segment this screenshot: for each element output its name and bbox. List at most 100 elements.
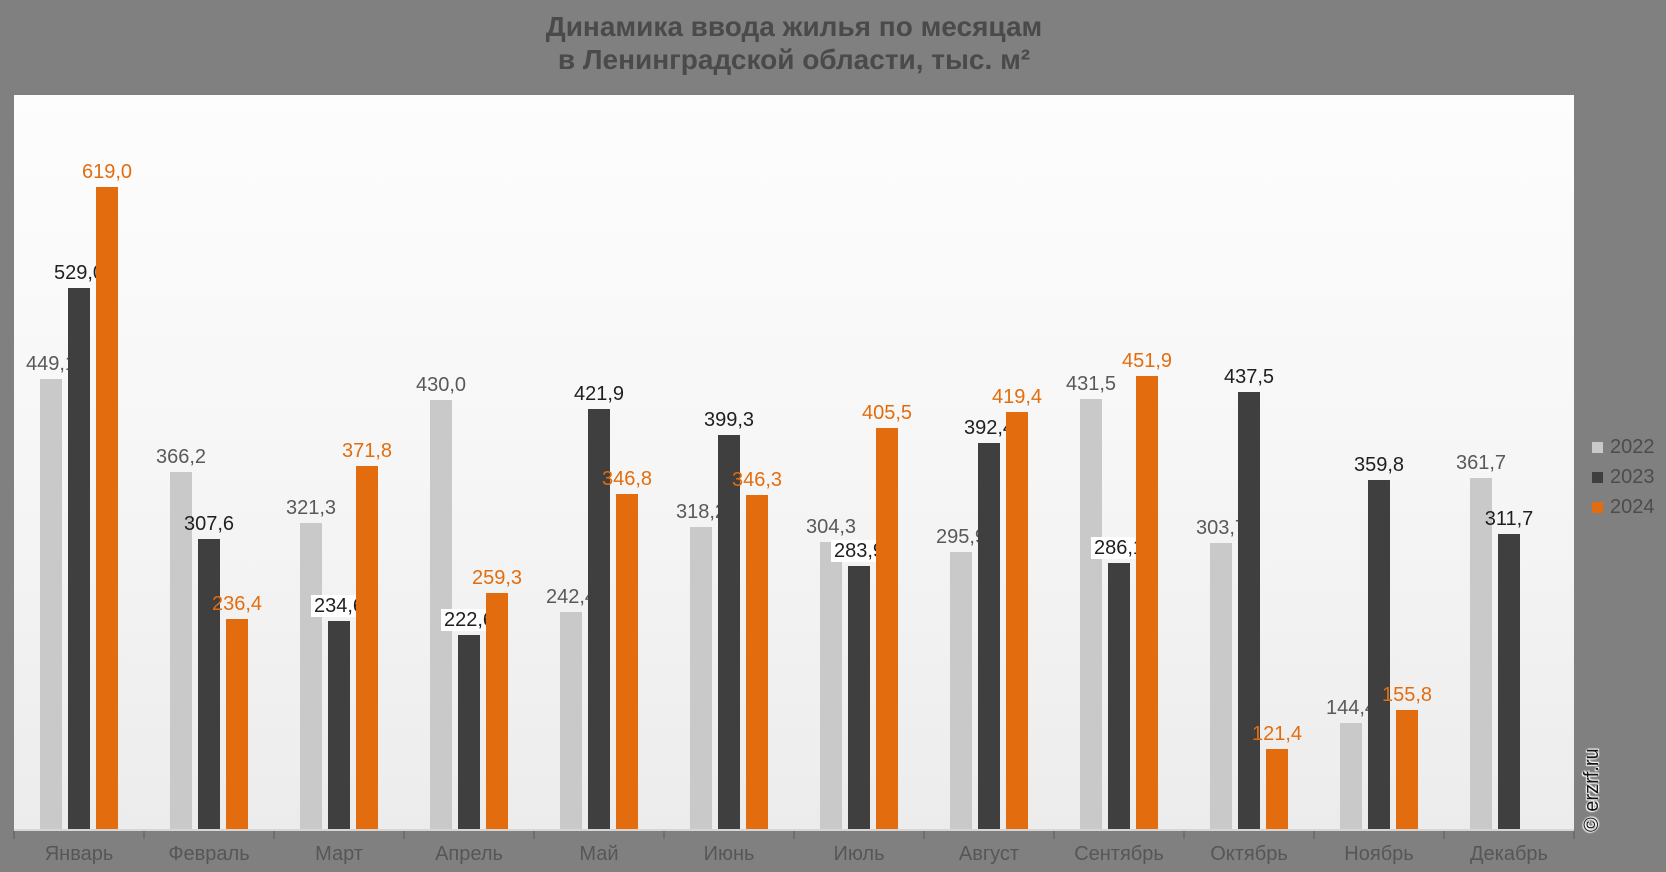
bar-2023-month-12 bbox=[1498, 534, 1520, 830]
bar-value-label-2023-month-3: 234,6 bbox=[310, 595, 368, 617]
bar-value-label-2024-month-10: 121,4 bbox=[1251, 723, 1303, 745]
bar-value-label-2022-month-12: 361,7 bbox=[1455, 452, 1507, 474]
bar-2024-month-7 bbox=[876, 428, 898, 830]
bar-2024-month-2 bbox=[226, 619, 248, 830]
x-axis-label-1: Январь bbox=[44, 843, 114, 865]
bar-value-label-2023-month-8: 392,4 bbox=[963, 417, 1015, 439]
bar-value-label-2022-month-8: 295,9 bbox=[935, 526, 987, 548]
bar-2023-month-6 bbox=[718, 435, 740, 830]
x-axis-tick-10 bbox=[1313, 831, 1315, 839]
x-axis-tick-1 bbox=[143, 831, 145, 839]
bar-value-label-2023-month-10: 437,5 bbox=[1223, 366, 1275, 388]
x-axis-tick-11 bbox=[1443, 831, 1445, 839]
bar-value-label-2024-month-3: 371,8 bbox=[341, 440, 393, 462]
bar-value-label-2024-month-4: 259,3 bbox=[471, 567, 523, 589]
bar-2023-month-10 bbox=[1238, 392, 1260, 830]
bar-value-label-2022-month-6: 318,2 bbox=[675, 501, 727, 523]
chart-title-line1: Динамика ввода жилья по месяцам bbox=[545, 11, 1043, 42]
x-axis-tick-12 bbox=[1573, 831, 1575, 839]
x-axis-tick-0 bbox=[13, 831, 15, 839]
bar-2023-month-1 bbox=[68, 288, 90, 830]
x-axis-tick-7 bbox=[923, 831, 925, 839]
bar-2023-month-3 bbox=[328, 621, 350, 830]
bar-2024-month-6 bbox=[746, 495, 768, 830]
bar-2023-month-5 bbox=[588, 409, 610, 830]
bar-value-label-2024-month-11: 155,8 bbox=[1381, 684, 1433, 706]
bar-2022-month-9 bbox=[1080, 399, 1102, 830]
bar-value-label-2022-month-4: 430,0 bbox=[415, 374, 467, 396]
bar-2024-month-3 bbox=[356, 466, 378, 830]
bar-value-label-2023-month-2: 307,6 bbox=[183, 513, 235, 535]
x-axis-label-3: Март bbox=[315, 843, 363, 865]
bar-value-label-2022-month-2: 366,2 bbox=[155, 446, 207, 468]
bar-value-label-2022-month-5: 242,4 bbox=[545, 586, 597, 608]
x-axis-tick-5 bbox=[663, 831, 665, 839]
bar-2024-month-11 bbox=[1396, 710, 1418, 830]
legend-swatch-icon bbox=[1592, 441, 1603, 453]
bar-2022-month-11 bbox=[1340, 723, 1362, 830]
bar-2024-month-5 bbox=[616, 494, 638, 830]
bar-value-label-2023-month-9: 286,1 bbox=[1090, 537, 1148, 559]
bar-2022-month-7 bbox=[820, 542, 842, 830]
plot-area: 449,1 529,0 619,0 366,2 307,6 236,4 321,3 234,6… bbox=[14, 95, 1574, 830]
bar-2024-month-1 bbox=[96, 187, 118, 830]
x-axis-label-7: Июль bbox=[833, 843, 885, 865]
bar-value-label-2024-month-7: 405,5 bbox=[861, 402, 913, 424]
x-axis-label-9: Сентябрь bbox=[1074, 843, 1164, 865]
legend-swatch-icon bbox=[1592, 501, 1603, 513]
bar-2024-month-4 bbox=[486, 593, 508, 830]
bar-2023-month-9 bbox=[1108, 563, 1130, 830]
legend-swatch-icon bbox=[1592, 471, 1603, 483]
bar-value-label-2022-month-7: 304,3 bbox=[805, 516, 857, 538]
bar-2023-month-11 bbox=[1368, 480, 1390, 830]
bar-value-label-2024-month-6: 346,3 bbox=[731, 469, 783, 491]
bar-value-label-2022-month-9: 431,5 bbox=[1065, 373, 1117, 395]
bar-value-label-2022-month-1: 449,1 bbox=[25, 353, 77, 375]
bar-value-label-2023-month-5: 421,9 bbox=[573, 383, 625, 405]
x-axis-tick-2 bbox=[273, 831, 275, 839]
legend-label: 2022 bbox=[1610, 435, 1655, 458]
bar-2022-month-12 bbox=[1470, 478, 1492, 830]
legend-item-2024: 2024 bbox=[1592, 492, 1655, 522]
bar-value-label-2024-month-5: 346,8 bbox=[601, 468, 653, 490]
legend-item-2022: 2022 bbox=[1592, 432, 1655, 462]
bar-value-label-2022-month-10: 303,7 bbox=[1195, 517, 1247, 539]
bar-2024-month-10 bbox=[1266, 749, 1288, 830]
x-axis-tick-6 bbox=[793, 831, 795, 839]
legend-item-2023: 2023 bbox=[1592, 462, 1655, 492]
bar-2022-month-2 bbox=[170, 472, 192, 830]
bar-2022-month-3 bbox=[300, 523, 322, 830]
bar-value-label-2024-month-1: 619,0 bbox=[81, 161, 133, 183]
bar-value-label-2022-month-11: 144,4 bbox=[1325, 697, 1377, 719]
bar-value-label-2023-month-11: 359,8 bbox=[1353, 454, 1405, 476]
x-axis-label-12: Декабрь bbox=[1470, 843, 1548, 865]
x-axis-label-8: Август bbox=[958, 843, 1020, 865]
x-axis-label-4: Апрель bbox=[435, 843, 503, 865]
bar-value-label-2024-month-9: 451,9 bbox=[1121, 350, 1173, 372]
bar-value-label-2022-month-3: 321,3 bbox=[285, 497, 337, 519]
legend-label: 2023 bbox=[1610, 465, 1655, 488]
bar-2023-month-2 bbox=[198, 539, 220, 830]
x-axis-label-6: Июнь bbox=[703, 843, 755, 865]
x-axis-tick-9 bbox=[1183, 831, 1185, 839]
legend-label: 2024 bbox=[1610, 495, 1655, 518]
chart-title: Динамика ввода жилья по месяцам в Ленинг… bbox=[14, 10, 1574, 76]
bar-2022-month-8 bbox=[950, 552, 972, 830]
bar-2024-month-8 bbox=[1006, 412, 1028, 830]
bar-2022-month-5 bbox=[560, 612, 582, 830]
bar-value-label-2024-month-8: 419,4 bbox=[991, 386, 1043, 408]
bar-2023-month-4 bbox=[458, 635, 480, 830]
x-axis-label-11: Ноябрь bbox=[1344, 843, 1414, 865]
bar-value-label-2024-month-2: 236,4 bbox=[211, 593, 263, 615]
bar-value-label-2023-month-1: 529,0 bbox=[53, 262, 105, 284]
bar-2023-month-7 bbox=[848, 566, 870, 830]
bar-2022-month-10 bbox=[1210, 543, 1232, 830]
x-axis-label-2: Февраль bbox=[168, 843, 250, 865]
bar-value-label-2023-month-12: 311,7 bbox=[1484, 508, 1534, 530]
x-axis-line bbox=[14, 829, 1574, 831]
bar-2022-month-6 bbox=[690, 527, 712, 830]
bar-2023-month-8 bbox=[978, 443, 1000, 830]
x-axis-tick-8 bbox=[1053, 831, 1055, 839]
chart-title-line2: в Ленинградской области, тыс. м² bbox=[557, 44, 1031, 75]
bar-value-label-2023-month-7: 283,9 bbox=[830, 540, 888, 562]
